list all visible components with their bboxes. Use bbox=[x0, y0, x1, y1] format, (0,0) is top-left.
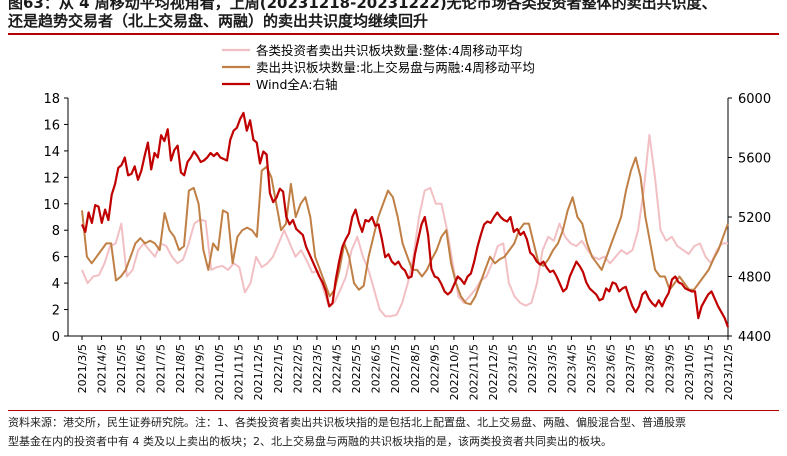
source-line2: 型基金在内的投资者中有 4 类及以上卖出的板块；2、北上交易盘与两融的共识板块指… bbox=[8, 435, 612, 448]
right-tick-label: 6000 bbox=[738, 92, 771, 107]
x-tick-label: 2023/12/5 bbox=[722, 344, 735, 400]
series-overall-line bbox=[81, 134, 728, 318]
source-line1: 资料来源：港交所，民生证券研究院。注：1、各类投资者卖出共识板块指的是包括北上配… bbox=[8, 416, 686, 429]
left-tick-label: 10 bbox=[43, 198, 60, 213]
x-tick-label: 2023/4/5 bbox=[565, 344, 578, 393]
x-tick-label: 2023/9/5 bbox=[663, 344, 676, 393]
x-tick-label: 2022/10/5 bbox=[448, 344, 461, 400]
right-tick-label: 4400 bbox=[738, 330, 771, 345]
chart-title-line2: 还是趋势交易者（北上交易盘、两融）的卖出共识度均继续回升 bbox=[8, 12, 429, 30]
left-tick-label: 18 bbox=[43, 92, 60, 107]
legend: 各类投资者卖出共识板块数量:整体:4周移动平均卖出共识板块数量:北上交易盘与两融… bbox=[222, 43, 535, 92]
left-tick-label: 0 bbox=[52, 330, 60, 345]
x-tick-label: 2021/4/5 bbox=[96, 344, 109, 393]
left-tick-label: 2 bbox=[52, 304, 60, 319]
x-tick-label: 2023/7/5 bbox=[624, 344, 637, 393]
left-tick-label: 4 bbox=[52, 277, 60, 292]
x-tick-label: 2023/2/5 bbox=[526, 344, 539, 393]
right-tick-label: 5600 bbox=[738, 152, 771, 167]
x-tick-label: 2022/11/5 bbox=[468, 344, 481, 400]
left-tick-label: 8 bbox=[52, 224, 60, 239]
x-tick-label: 2021/10/5 bbox=[213, 344, 226, 400]
x-tick-label: 2023/10/5 bbox=[683, 344, 696, 400]
x-tick-label: 2022/2/5 bbox=[291, 344, 304, 393]
x-tick-label: 2021/5/5 bbox=[115, 344, 128, 393]
left-tick-label: 14 bbox=[43, 145, 60, 160]
x-tick-label: 2021/7/5 bbox=[154, 344, 167, 393]
series-lines bbox=[80, 111, 730, 328]
left-tick-label: 12 bbox=[43, 171, 60, 186]
x-tick-label: 2022/4/5 bbox=[330, 344, 343, 393]
chart-canvas: 各类投资者卖出共识板块数量:整体:4周移动平均卖出共识板块数量:北上交易盘与两融… bbox=[43, 43, 771, 400]
x-tick-label: 2021/8/5 bbox=[174, 344, 187, 393]
x-tick-label: 2022/12/5 bbox=[487, 344, 500, 400]
x-tick-label: 2022/7/5 bbox=[389, 344, 402, 393]
x-tick-label: 2021/9/5 bbox=[193, 344, 206, 393]
right-tick-label: 5200 bbox=[738, 211, 771, 226]
left-tick-label: 16 bbox=[43, 118, 60, 133]
title-rule bbox=[8, 33, 779, 35]
x-tick-label: 2022/9/5 bbox=[428, 344, 441, 393]
x-tick-label: 2022/3/5 bbox=[311, 344, 324, 393]
x-tick-label: 2021/6/5 bbox=[135, 344, 148, 393]
x-tick-label: 2022/5/5 bbox=[350, 344, 363, 393]
x-tick-label: 2023/11/5 bbox=[702, 344, 715, 400]
source-rule bbox=[8, 410, 779, 411]
x-tick-label: 2023/5/5 bbox=[585, 344, 598, 393]
chart-title-line1: 图63：从 4 周移动平均视角看，上周(20231218-20231222)无论… bbox=[8, 0, 717, 12]
x-tick-label: 2023/3/5 bbox=[546, 344, 559, 393]
x-tick-label: 2022/6/5 bbox=[370, 344, 383, 393]
legend-label: 各类投资者卖出共识板块数量:整体:4周移动平均 bbox=[256, 43, 522, 58]
x-tick-label: 2022/8/5 bbox=[409, 344, 422, 393]
x-tick-label: 2023/8/5 bbox=[644, 344, 657, 393]
series-north-margin-line bbox=[81, 156, 729, 306]
x-tick-label: 2021/12/5 bbox=[252, 344, 265, 400]
series-wind-line bbox=[80, 111, 730, 328]
axes: 0 2 4 6 8 10 12 14 16 18 4400 4800 5200 5600 6000 2021/… bbox=[43, 92, 771, 400]
legend-label: 卖出共识板块数量:北上交易盘与两融:4周移动平均 bbox=[256, 60, 535, 75]
source-note: 资料来源：港交所，民生证券研究院。注：1、各类投资者卖出共识板块指的是包括北上配… bbox=[8, 413, 783, 451]
x-tick-label: 2021/3/5 bbox=[76, 344, 89, 393]
chart-title: 图63：从 4 周移动平均视角看，上周(20231218-20231222)无论… bbox=[8, 0, 783, 30]
x-tick-label: 2023/1/5 bbox=[507, 344, 520, 393]
legend-label: Wind全A:右轴 bbox=[256, 77, 337, 92]
x-tick-label: 2021/11/5 bbox=[233, 344, 246, 400]
x-tick-label: 2023/6/5 bbox=[605, 344, 618, 393]
right-tick-label: 4800 bbox=[738, 271, 771, 286]
x-tick-label: 2022/1/5 bbox=[272, 344, 285, 393]
left-tick-label: 6 bbox=[52, 251, 60, 266]
